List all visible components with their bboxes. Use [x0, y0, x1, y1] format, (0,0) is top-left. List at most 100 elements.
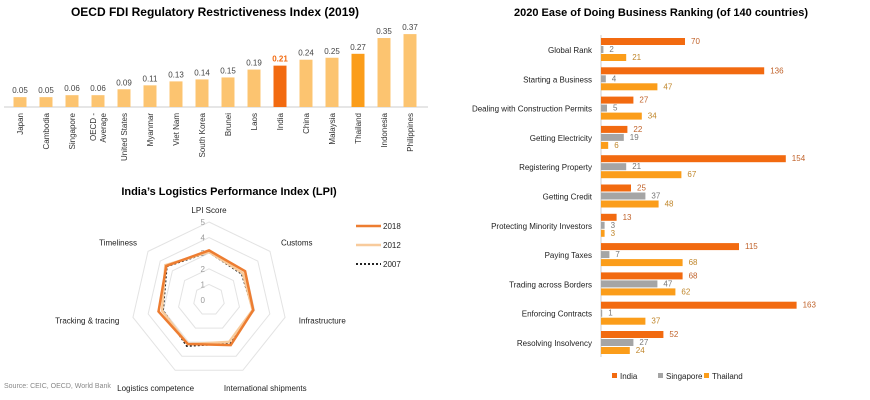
radar-grid-ring [147, 237, 271, 357]
bar-singapore [601, 221, 605, 229]
category-label: Resolving Insolvency [517, 339, 592, 348]
value-label: 154 [792, 154, 806, 163]
category-label: Viet Nam [172, 113, 181, 146]
category-label: China [302, 112, 311, 133]
radar-axis-label: Timeliness [99, 239, 137, 248]
value-label: 27 [639, 338, 648, 347]
value-label: 47 [663, 82, 672, 91]
category-label: OECD - [89, 113, 98, 141]
value-label: 62 [681, 287, 690, 296]
bar-india [601, 155, 786, 163]
value-label: 0.37 [402, 23, 418, 32]
category-label: Registering Property [519, 163, 592, 172]
value-label: 37 [651, 317, 660, 326]
value-label: 27 [639, 96, 648, 105]
source-note: Source: CEIC, OECD, World Bank [4, 383, 111, 390]
bar-thailand [601, 171, 682, 179]
legend-label: 2007 [383, 260, 401, 269]
value-label: 136 [770, 66, 784, 75]
bar-thailand [601, 112, 642, 120]
legend-label: 2018 [383, 222, 401, 231]
value-label: 4 [612, 74, 617, 83]
value-label: 25 [637, 184, 646, 193]
bar-singapore [65, 95, 79, 107]
radar-grid-ring [132, 221, 286, 371]
bar-myanmar [143, 85, 157, 107]
bar-united-states [117, 89, 131, 107]
category-label: Singapore [68, 112, 77, 149]
bar-singapore [601, 75, 606, 83]
value-label: 21 [632, 53, 641, 62]
bar-india [601, 243, 739, 251]
value-label: 163 [803, 301, 817, 310]
value-label: 3 [611, 221, 616, 230]
value-label: 68 [689, 258, 698, 267]
value-label: 22 [633, 125, 642, 134]
bar-singapore [601, 339, 634, 346]
legend-label: Thailand [712, 372, 743, 381]
value-label: 0.21 [272, 55, 288, 64]
category-label: Global Rank [548, 46, 593, 55]
bar-china [299, 59, 313, 107]
bar-india [601, 67, 765, 75]
value-label: 0.11 [143, 74, 159, 83]
bar-thailand [601, 141, 609, 149]
value-label: 7 [615, 250, 620, 259]
category-label: Philippines [406, 113, 415, 152]
radar-axis-label: Logistics competence [117, 384, 194, 393]
radar-tick-label: 5 [201, 218, 206, 227]
bar-indonesia [377, 38, 391, 107]
bar-thailand [601, 259, 683, 267]
radar-axis-label: Customs [281, 239, 313, 248]
legend-swatch-india [612, 373, 617, 378]
bar-india [601, 213, 617, 221]
value-label: 0.06 [90, 84, 106, 93]
category-label: Myanmar [146, 113, 155, 147]
legend-swatch-thailand [704, 373, 709, 378]
value-label: 0.14 [194, 68, 210, 77]
bar-singapore [601, 133, 624, 141]
category-label: Enforcing Contracts [522, 310, 592, 319]
radar-tick-label: 2 [201, 265, 206, 274]
bar-india [601, 272, 683, 280]
bar-singapore [601, 280, 658, 288]
legend-label: 2012 [383, 241, 401, 250]
value-label: 52 [669, 330, 678, 339]
chart2-title: India’s Logistics Performance Index (LPI… [121, 186, 337, 198]
radar-axis-label: LPI Score [191, 206, 227, 215]
radar-axis-label: International shipments [224, 384, 307, 393]
bar-japan [13, 97, 27, 107]
bar-india [601, 38, 685, 45]
chart3-title: 2020 Ease of Doing Business Ranking (of … [514, 7, 808, 19]
value-label: 0.19 [246, 59, 262, 68]
value-label: 68 [689, 271, 698, 280]
bar-oecd-average [91, 95, 105, 107]
value-label: 21 [632, 162, 641, 171]
radar-axis-label: Infrastructure [299, 316, 347, 325]
value-label: 47 [663, 279, 672, 288]
value-label: 0.05 [38, 86, 54, 95]
bar-thailand [601, 200, 659, 208]
bar-singapore [601, 192, 646, 200]
category-label: Starting a Business [523, 75, 592, 84]
value-label: 34 [648, 112, 657, 121]
category-label: Getting Electricity [530, 134, 592, 143]
value-label: 0.05 [12, 86, 28, 95]
bar-india [601, 96, 634, 104]
bar-india [601, 184, 631, 192]
bar-singapore [601, 104, 607, 112]
category-label: United States [120, 113, 129, 161]
value-label: 3 [611, 229, 616, 238]
value-label: 48 [665, 200, 674, 209]
bar-cambodia [39, 97, 53, 107]
value-label: 5 [613, 104, 618, 113]
radar-grid-ring [193, 283, 225, 315]
legend-label: India [620, 372, 638, 381]
value-label: 70 [691, 37, 700, 46]
value-label: 37 [651, 192, 660, 201]
category-label: Dealing with Construction Permits [472, 105, 592, 114]
category-label: Indonesia [380, 112, 389, 147]
radar-axis-label: Tracking & tracing [55, 316, 119, 325]
value-label: 0.13 [168, 70, 184, 79]
bar-india [273, 65, 287, 107]
